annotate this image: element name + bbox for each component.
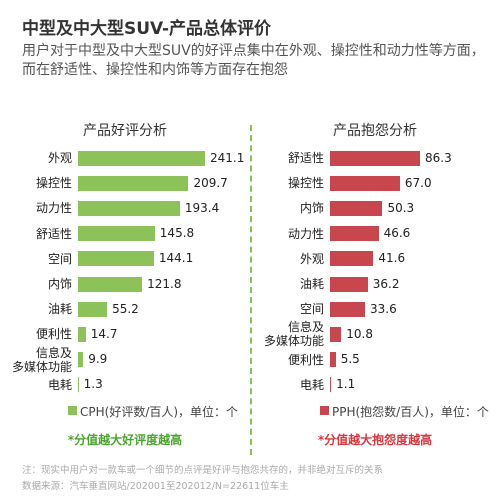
category-label: 油耗 [47, 302, 72, 317]
chart-note: *分值越大好评度越高 [67, 433, 183, 447]
value-label: 50.3 [387, 200, 415, 215]
category-label: 动力性 [35, 201, 72, 216]
bar [330, 251, 374, 267]
bar [330, 200, 383, 216]
category-label: 信息及 多媒体功能 [263, 320, 324, 349]
bar [78, 352, 84, 368]
bar [330, 326, 342, 342]
bar [330, 276, 368, 292]
category-label: 外观 [299, 251, 324, 266]
bar [78, 226, 155, 242]
legend-swatch [320, 406, 329, 415]
value-label: 46.6 [383, 226, 411, 241]
value-label: 36.2 [372, 276, 400, 291]
divider [250, 125, 252, 455]
value-label: 1.3 [83, 377, 103, 392]
bar [330, 377, 332, 393]
value-label: 9.9 [88, 352, 108, 367]
value-label: 67.0 [404, 175, 432, 190]
bar [78, 301, 108, 317]
category-label: 外观 [47, 151, 72, 165]
value-label: 33.6 [370, 301, 397, 316]
category-label: 舒适性 [287, 151, 324, 165]
chart-note: *分值越大抱怨度越高 [317, 433, 433, 447]
bar [330, 301, 366, 317]
legend-label: CPH(好评数/百人)，单位：个 [80, 405, 239, 419]
value-label: 193.4 [184, 200, 220, 215]
value-label: 241.1 [210, 150, 245, 165]
category-label: 空间 [299, 302, 324, 317]
value-label: 145.8 [159, 226, 195, 241]
category-label: 油耗 [299, 277, 324, 291]
bar [78, 377, 79, 393]
category-label: 动力性 [287, 226, 324, 241]
category-label: 内饰 [47, 277, 72, 291]
panel-title: 产品好评分析 [83, 123, 167, 139]
bar [78, 326, 86, 342]
bar [78, 251, 154, 267]
bar [78, 200, 180, 216]
value-label: 55.2 [112, 301, 139, 316]
bar [330, 226, 379, 242]
bar [78, 150, 205, 166]
bar [78, 276, 143, 292]
category-label: 电耗 [47, 377, 72, 392]
source: 数据来源：汽车垂直网站/202001至202012/N=22611位车主 [22, 481, 289, 492]
category-label: 内饰 [299, 201, 324, 216]
category-label: 操控性 [287, 176, 324, 191]
value-label: 1.1 [336, 377, 356, 392]
bar [330, 352, 336, 368]
value-label: 86.3 [425, 150, 452, 165]
value-label: 144.1 [158, 251, 194, 266]
category-label: 电耗 [299, 377, 324, 392]
category-label: 舒适性 [35, 226, 72, 241]
value-label: 121.8 [147, 276, 182, 291]
value-label: 41.6 [378, 251, 406, 266]
title: 中型及中大型SUV-产品总体评价 [22, 19, 272, 39]
value-label: 14.7 [90, 326, 118, 341]
category-label: 空间 [47, 251, 72, 266]
value-label: 209.7 [193, 175, 228, 190]
category-label: 便利性 [35, 327, 72, 342]
value-label: 10.8 [346, 326, 373, 341]
panel-title: 产品抱怨分析 [333, 123, 417, 139]
legend-swatch [68, 406, 77, 415]
bar [330, 150, 420, 166]
value-label: 5.5 [340, 352, 360, 367]
category-label: 便利性 [287, 352, 324, 367]
footnote: 注：现实中用户对一款车或一个细节的点评是好评与抱怨共存的，并非绝对互斥的关系 [22, 465, 384, 476]
category-label: 操控性 [35, 176, 72, 191]
category-label: 信息及 多媒体功能 [11, 345, 72, 374]
bar [78, 175, 189, 191]
subtitle: 用户对于中型及中大型SUV的好评点集中在外观、操控性和动力性等方面，而在舒适性、… [22, 43, 485, 78]
bar [330, 175, 400, 191]
legend-label: PPH(抱怨数/百人)，单位：个 [332, 405, 489, 419]
